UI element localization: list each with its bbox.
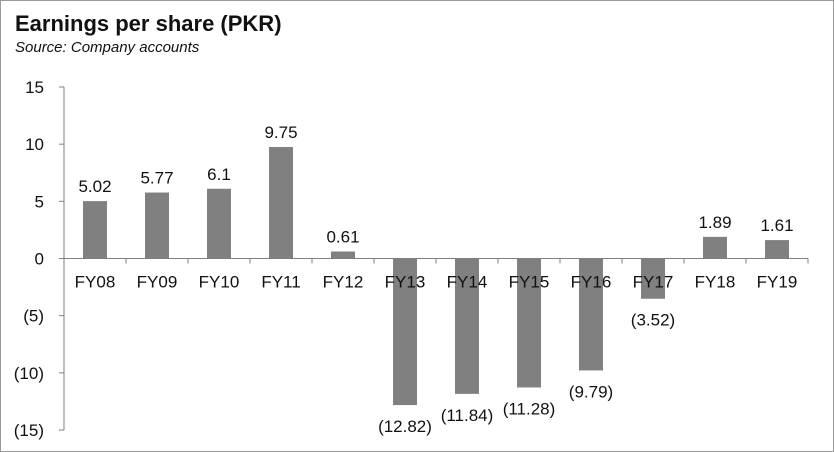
data-label: (3.52) bbox=[631, 311, 675, 330]
data-label: (9.79) bbox=[569, 382, 613, 401]
data-label: 0.61 bbox=[326, 228, 359, 247]
x-tick-label: FY16 bbox=[571, 273, 612, 292]
data-label: 1.61 bbox=[760, 216, 793, 235]
data-label: 9.75 bbox=[264, 123, 297, 142]
x-tick-label: FY15 bbox=[509, 273, 550, 292]
bar bbox=[393, 258, 417, 406]
data-label: (12.82) bbox=[378, 417, 432, 436]
y-tick-label: (15) bbox=[14, 421, 44, 440]
x-tick-label: FY08 bbox=[75, 273, 116, 292]
y-tick-label: (5) bbox=[23, 307, 44, 326]
x-tick-label: FY18 bbox=[695, 273, 736, 292]
bar bbox=[145, 192, 169, 259]
y-axis: 15 10 5 0 (5) (10) (15) bbox=[14, 78, 65, 440]
bar bbox=[703, 236, 727, 259]
bar bbox=[269, 147, 293, 259]
x-axis: FY08 FY09 FY10 FY11 FY12 FY13 FY14 FY15 FY16 FY17… bbox=[64, 258, 809, 292]
data-label: 5.02 bbox=[78, 177, 111, 196]
x-tick-label: FY09 bbox=[137, 273, 178, 292]
bar bbox=[83, 201, 107, 259]
data-label: 5.77 bbox=[140, 169, 173, 188]
y-tick-label: 10 bbox=[25, 135, 44, 154]
data-label: 6.1 bbox=[207, 165, 231, 184]
bar bbox=[517, 258, 541, 388]
chart-title: Earnings per share (PKR) bbox=[15, 11, 282, 36]
data-label: (11.84) bbox=[441, 406, 494, 425]
data-label: (11.28) bbox=[503, 399, 556, 418]
x-tick-label: FY19 bbox=[757, 273, 798, 292]
x-tick-label: FY17 bbox=[633, 273, 674, 292]
bar bbox=[641, 258, 665, 299]
chart-subtitle: Source: Company accounts bbox=[15, 39, 200, 56]
bars bbox=[83, 147, 789, 406]
bar bbox=[579, 258, 603, 371]
data-label: 1.89 bbox=[698, 213, 731, 232]
bar bbox=[765, 240, 789, 259]
y-tick-label: 0 bbox=[35, 250, 44, 269]
x-tick-label: FY13 bbox=[385, 273, 426, 292]
y-tick-label: 5 bbox=[35, 192, 44, 211]
y-tick-label: (10) bbox=[14, 364, 44, 383]
x-tick-label: FY11 bbox=[261, 273, 300, 292]
x-tick-label: FY14 bbox=[447, 273, 488, 292]
data-labels: 5.02 5.77 6.1 9.75 0.61 (12.82) (11.84) (11.28)… bbox=[78, 123, 793, 436]
bar bbox=[207, 188, 231, 259]
y-tick-label: 15 bbox=[25, 78, 44, 97]
x-tick-label: FY10 bbox=[199, 273, 240, 292]
bar bbox=[331, 251, 355, 259]
x-tick-label: FY12 bbox=[323, 273, 364, 292]
bar bbox=[455, 258, 479, 394]
